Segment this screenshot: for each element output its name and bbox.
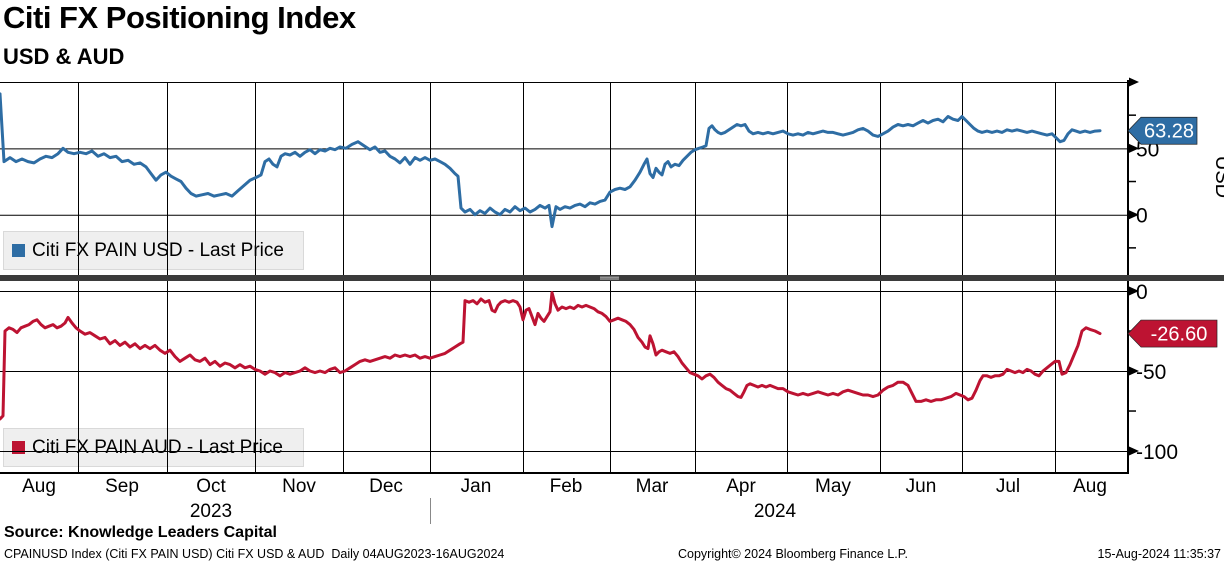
axis-tick-arrow-icon <box>1129 446 1139 456</box>
panel-separator <box>0 275 1224 281</box>
footer-meta: CPAINUSD Index (Citi FX PAIN USD) Citi F… <box>4 547 505 561</box>
separator-drag-handle-icon[interactable] <box>600 276 619 280</box>
usd-series-swatch-icon <box>12 244 25 257</box>
x-month-label: Nov <box>282 476 316 497</box>
aud-series-swatch-icon <box>12 441 25 454</box>
y-tick-label: 0 <box>1136 205 1148 228</box>
x-month-label: Dec <box>369 476 403 497</box>
aud-series-line <box>0 291 1102 421</box>
y-tick-label: -100 <box>1136 441 1178 464</box>
footer-copyright: Copyright© 2024 Bloomberg Finance L.P. <box>678 547 908 561</box>
x-month-label: Jun <box>906 476 937 497</box>
axis-tick-arrow-icon <box>1129 366 1139 376</box>
usd-series-line <box>0 92 1102 229</box>
source-line: Source: Knowledge Leaders Capital <box>4 524 277 541</box>
footer-timestamp: 15-Aug-2024 11:35:37 <box>1097 547 1221 561</box>
axis-tick-arrow-icon <box>1129 210 1139 220</box>
aud-last-price-label: -26.60 <box>1151 324 1208 346</box>
legend-aud-label: Citi FX PAIN AUD - Last Price <box>32 436 283 458</box>
axis-tick-arrow-icon <box>1129 143 1139 153</box>
legend-aud-series[interactable]: Citi FX PAIN AUD - Last Price <box>3 428 304 467</box>
x-month-label: Oct <box>196 476 226 497</box>
axis-tick-arrow-icon <box>1129 77 1139 87</box>
gridlines <box>78 82 1056 472</box>
x-year-label: 2024 <box>754 501 797 522</box>
x-month-label: Aug <box>22 476 56 497</box>
legend-usd-series[interactable]: Citi FX PAIN USD - Last Price <box>3 231 304 270</box>
x-year-label: 2023 <box>190 501 232 522</box>
usd-axis-label: USD <box>1211 156 1224 198</box>
axis-tick-arrow-icon <box>1129 286 1139 296</box>
y-tick-label: 50 <box>1136 138 1159 161</box>
x-month-label: Apr <box>726 476 756 497</box>
x-month-label: Feb <box>550 476 583 497</box>
x-month-label: Jan <box>461 476 492 497</box>
usd-last-price-label: 63.28 <box>1144 121 1194 143</box>
x-month-label: Aug <box>1073 476 1107 497</box>
page-title: Citi FX Positioning Index <box>3 0 356 35</box>
y-tick-label: -50 <box>1136 361 1166 384</box>
y-tick-label: 0 <box>1136 281 1148 304</box>
x-month-label: Mar <box>636 476 669 497</box>
usd-last-price-badge <box>1127 116 1198 145</box>
legend-usd-label: Citi FX PAIN USD - Last Price <box>32 239 284 261</box>
page-subtitle: USD & AUD <box>3 44 125 69</box>
aud-last-price-badge <box>1127 319 1218 348</box>
x-month-label: Jul <box>996 476 1020 497</box>
x-month-label: May <box>815 476 851 497</box>
x-month-label: Sep <box>105 476 139 497</box>
